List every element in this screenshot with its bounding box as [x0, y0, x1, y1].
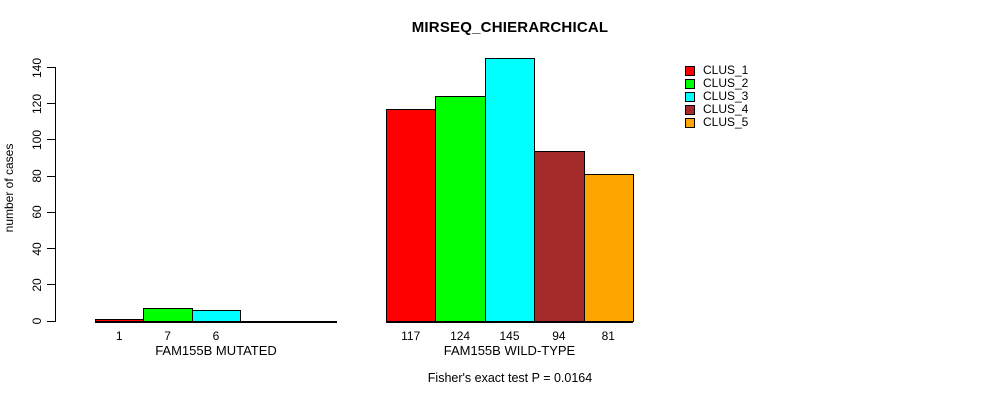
x-axis-group-label: FAM155B MUTATED	[155, 343, 277, 358]
bar-value-label: 145	[499, 329, 520, 343]
legend-item: CLUS_1	[685, 64, 748, 77]
y-axis-tick	[47, 67, 55, 68]
y-axis-title: number of cases	[2, 143, 16, 233]
y-axis-tick	[47, 175, 55, 177]
y-axis-tick-label: 40	[30, 241, 44, 256]
bar-fam155b-wild-type-clus_5	[583, 174, 634, 323]
legend-item: CLUS_3	[685, 90, 748, 103]
bar-fam155b-wild-type-clus_2	[435, 96, 486, 323]
y-axis-tick	[47, 211, 55, 213]
legend-color-swatch-icon	[685, 91, 695, 102]
bar-fam155b-mutated-clus_2	[143, 308, 193, 323]
bar-value-label: 1	[115, 329, 123, 343]
bar-value-label: 6	[212, 329, 220, 343]
legend-item: CLUS_4	[685, 103, 748, 116]
y-axis-tick	[47, 320, 55, 322]
fisher-test-note: Fisher's exact test P = 0.0164	[427, 371, 593, 385]
bar-fam155b-wild-type-clus_1	[386, 109, 437, 323]
bar-fam155b-wild-type-clus_3	[484, 58, 536, 323]
legend-color-swatch-icon	[685, 65, 695, 76]
y-axis-tick-label: 100	[30, 129, 44, 150]
legend-label: CLUS_4	[703, 102, 749, 116]
legend-color-swatch-icon	[685, 104, 695, 115]
bar-fam155b-mutated-clus_3	[191, 310, 242, 323]
legend-color-swatch-icon	[685, 117, 695, 128]
y-axis-tick	[47, 103, 55, 105]
bar-value-label: 124	[450, 329, 471, 343]
y-axis-tick-label: 80	[30, 169, 44, 183]
y-axis-tick-label: 60	[30, 205, 44, 220]
legend-label: CLUS_2	[703, 76, 749, 90]
y-axis-tick	[47, 284, 55, 286]
legend-label: CLUS_3	[703, 89, 749, 103]
y-axis-tick-label: 20	[30, 278, 44, 292]
bar-value-label: 81	[601, 329, 615, 343]
y-axis-tick-label: 120	[30, 93, 44, 114]
x-axis-group-label: FAM155B WILD-TYPE	[443, 343, 576, 358]
y-axis-line	[55, 67, 56, 322]
bar-value-label: 117	[401, 329, 421, 343]
bar-value-label: 94	[552, 329, 566, 343]
chart-title: MIRSEQ_CHIERARCHICAL	[411, 19, 609, 36]
y-axis-tick-label: 0	[30, 317, 44, 325]
legend-label: CLUS_5	[703, 115, 749, 129]
legend-label: CLUS_1	[703, 63, 749, 77]
legend-item: CLUS_5	[685, 116, 748, 129]
legend-color-swatch-icon	[685, 78, 695, 89]
y-axis-tick	[47, 248, 55, 250]
bar-fam155b-mutated-clus_1	[95, 319, 145, 323]
bar-fam155b-wild-type-clus_4	[534, 150, 585, 323]
y-axis-tick-label: 140	[30, 57, 44, 78]
y-axis-tick	[47, 139, 55, 141]
bar-value-label: 7	[164, 329, 171, 343]
legend-item: CLUS_2	[685, 77, 748, 90]
